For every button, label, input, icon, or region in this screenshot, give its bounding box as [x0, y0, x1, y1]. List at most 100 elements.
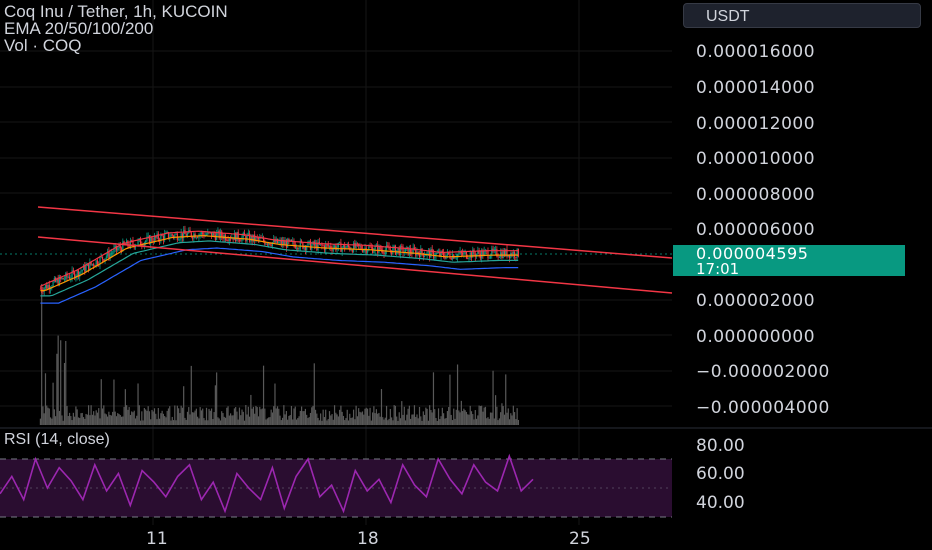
candle-body	[374, 246, 376, 251]
volume-bar	[313, 363, 315, 425]
candle-body	[181, 233, 184, 239]
volume-bar	[430, 409, 432, 425]
candle-body	[251, 235, 253, 242]
rsi-axis-label: 60.00	[696, 464, 745, 484]
candle-body	[497, 256, 499, 258]
volume-bar	[451, 420, 454, 425]
volume-bar	[158, 418, 161, 425]
candle-body	[283, 240, 285, 245]
candle-body	[450, 257, 452, 260]
volume-bar	[482, 411, 484, 425]
candle-body	[378, 245, 380, 253]
candle-body	[76, 270, 78, 277]
candle-body	[360, 246, 362, 250]
candle-body	[66, 273, 68, 278]
channel-upper-line[interactable]	[37, 206, 673, 259]
volume-bar	[347, 420, 350, 425]
candle-body	[508, 254, 511, 258]
candle-body	[384, 249, 386, 255]
volume-bar	[259, 406, 261, 425]
volume-bar	[132, 412, 134, 425]
volume-bar	[415, 416, 417, 425]
volume-bar	[185, 419, 187, 425]
volume-bar	[114, 411, 116, 425]
volume-bar	[323, 417, 326, 425]
candle-body	[421, 248, 423, 254]
volume-bar	[394, 405, 397, 425]
volume-bar	[269, 417, 271, 425]
candle-body	[259, 237, 261, 240]
candle-body	[332, 247, 334, 251]
candle-body	[202, 232, 204, 235]
volume-bar	[358, 408, 360, 425]
volume-bar	[458, 410, 460, 425]
volume-bar	[101, 408, 104, 425]
volume-bar	[260, 409, 262, 425]
candle-body	[252, 234, 255, 242]
volume-bar	[307, 418, 309, 425]
volume-bar	[391, 417, 393, 425]
volume-bar	[293, 408, 295, 425]
volume-indicator-label[interactable]: Vol · COQ	[4, 36, 82, 55]
candle-body	[444, 256, 446, 259]
volume-bar	[241, 409, 243, 425]
volume-bar	[117, 413, 119, 425]
volume-bar	[493, 418, 495, 425]
candle-body	[425, 255, 427, 257]
volume-bar	[340, 405, 342, 425]
volume-bar	[411, 414, 413, 425]
candle-body	[47, 284, 49, 289]
volume-bar	[288, 415, 290, 425]
candle-body	[380, 249, 383, 251]
candle-body	[502, 250, 504, 259]
volume-bar	[167, 408, 170, 425]
volume-bar	[44, 373, 47, 425]
volume-bar	[176, 405, 178, 425]
volume-bar	[406, 414, 408, 425]
volume-bar	[399, 418, 402, 425]
channel-lower-line[interactable]	[37, 236, 673, 294]
currency-select-button[interactable]: USDT	[683, 3, 921, 28]
volume-bar	[72, 412, 74, 425]
candle-body	[289, 239, 291, 242]
volume-bar	[255, 405, 257, 425]
ema-indicator-label[interactable]: EMA 20/50/100/200	[4, 19, 154, 38]
volume-bar	[496, 406, 498, 425]
candle-body	[148, 235, 151, 245]
rsi-title[interactable]: RSI (14, close)	[4, 431, 110, 448]
volume-bar	[207, 420, 209, 425]
candle-body	[150, 237, 152, 245]
volume-bar	[105, 414, 107, 425]
candle-body	[110, 253, 113, 254]
candle-body	[368, 246, 370, 251]
candle-body	[254, 234, 256, 242]
candle-body	[67, 277, 69, 278]
candle-body	[477, 251, 479, 254]
volume-bar	[63, 362, 66, 425]
candle-body	[214, 235, 216, 240]
volume-bar	[306, 414, 308, 425]
volume-bar	[266, 418, 268, 425]
volume-bar	[413, 405, 416, 425]
volume-bar	[298, 416, 300, 425]
candle-body	[162, 235, 164, 241]
candle-body	[185, 233, 187, 237]
candle-body	[473, 249, 475, 255]
volume-bar	[47, 407, 49, 425]
volume-bar	[123, 406, 125, 425]
symbol-title[interactable]: Coq Inu / Tether, 1h, KUCOIN	[4, 2, 228, 21]
candle-body	[57, 278, 59, 286]
volume-bar	[53, 409, 55, 425]
volume-bar	[147, 406, 149, 425]
candle-body	[137, 240, 139, 245]
volume-bar	[115, 416, 118, 425]
candle-body	[469, 252, 471, 258]
volume-bar	[197, 416, 199, 425]
volume-bar	[335, 412, 337, 425]
volume-bar	[341, 411, 343, 425]
candle-body	[219, 231, 222, 239]
volume-bar	[467, 414, 469, 425]
volume-bar	[109, 414, 111, 425]
candle-body	[333, 245, 336, 248]
